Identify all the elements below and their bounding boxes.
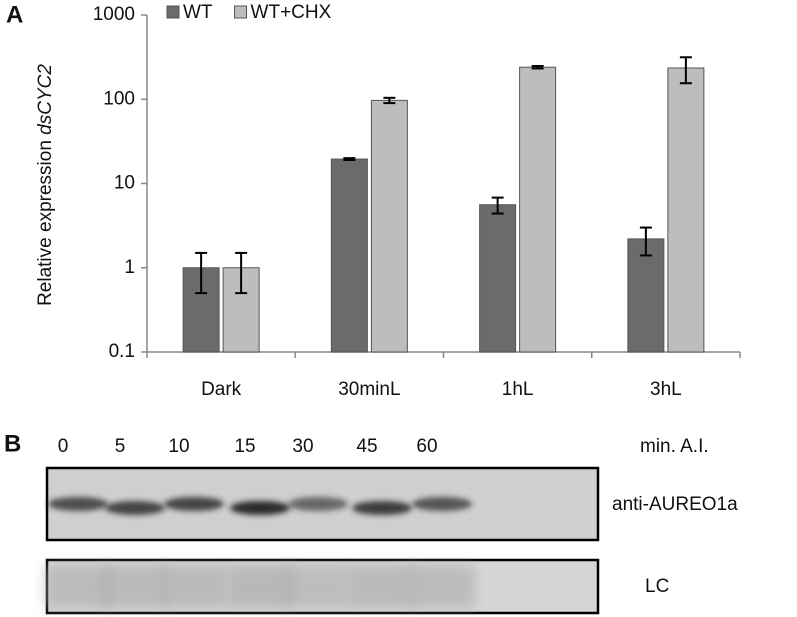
lc-lane [349, 565, 415, 608]
y-axis-label: Relative expression dsCYC2 [35, 64, 56, 306]
legend-swatch [166, 5, 180, 19]
blot-band [230, 501, 290, 515]
bar [370, 99, 408, 353]
x-tick-label: 30minL [338, 379, 400, 400]
blot-band [105, 501, 165, 515]
legend-label: WT+CHX [251, 2, 332, 23]
lane-label: 10 [168, 436, 189, 457]
legend-label: WT [183, 2, 213, 23]
lc-lane [161, 565, 227, 608]
x-tick-label: 3hL [650, 379, 682, 400]
row-label: anti-AUREO1a [612, 494, 738, 515]
y-label-text: Relative expression [35, 140, 56, 306]
lane-label: 15 [234, 436, 255, 457]
lane-label: 45 [356, 436, 377, 457]
bar [519, 66, 557, 353]
blot-band [412, 497, 472, 511]
lc-lane [227, 565, 293, 608]
legend-swatch [234, 5, 248, 19]
bar [479, 204, 517, 353]
lane-label: 60 [416, 436, 437, 457]
panel-label: A [6, 1, 23, 28]
lc-lane [409, 565, 475, 608]
bar [667, 67, 705, 353]
panel-label: B [4, 430, 21, 457]
y-label-gene: dsCYC2 [35, 64, 56, 135]
row-label: LC [645, 576, 669, 597]
lane-unit: min. A.I. [640, 436, 709, 457]
y-tick-label: 1 [124, 257, 135, 278]
blot-band [48, 497, 108, 511]
lane-label: 5 [115, 436, 126, 457]
x-tick-label: 1hL [502, 379, 534, 400]
blot-band [352, 501, 412, 515]
blot-band [164, 497, 224, 511]
lc-lane [45, 565, 111, 608]
x-tick-label: Dark [201, 379, 242, 400]
bar [330, 158, 368, 353]
y-tick-label: 0.1 [109, 341, 135, 362]
lane-label: 30 [292, 436, 313, 457]
lc-lane [102, 565, 168, 608]
y-tick-label: 1000 [93, 4, 135, 25]
lane-label: 0 [58, 436, 69, 457]
y-tick-label: 100 [103, 88, 135, 109]
blot-band [288, 497, 348, 511]
lc-lane [285, 565, 351, 608]
y-tick-label: 10 [114, 173, 135, 194]
